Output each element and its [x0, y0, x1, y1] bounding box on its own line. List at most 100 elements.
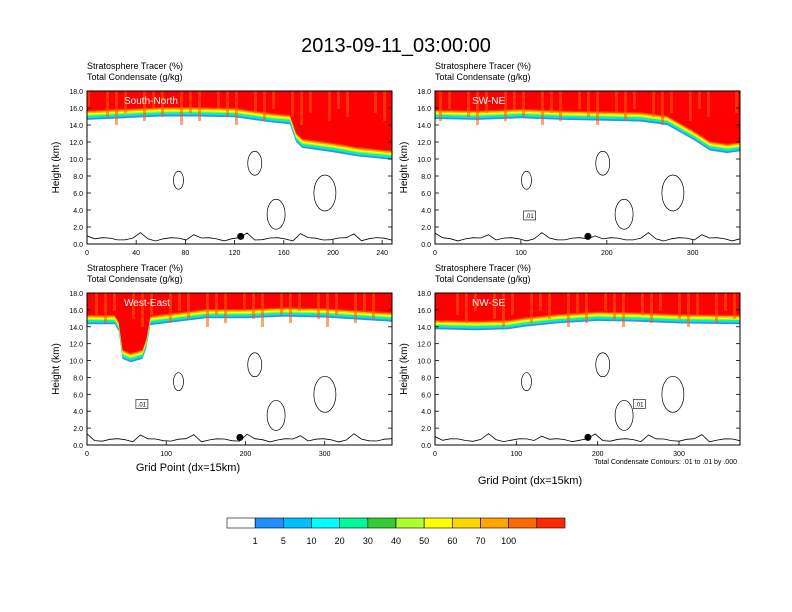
y-tick-label: 14.0	[417, 325, 431, 332]
tracer-streak	[696, 293, 699, 315]
panel-title: SW-NE	[472, 96, 505, 107]
tracer-streak	[335, 293, 338, 315]
tracer-streak	[372, 293, 375, 319]
x-tick-label: 100	[515, 250, 527, 257]
x-tick-label: 300	[673, 451, 685, 458]
y-axis-label: Height (km)	[399, 343, 410, 395]
x-tick-label: 0	[85, 451, 89, 458]
plot-frame	[434, 292, 741, 446]
contour-label-box	[523, 210, 536, 221]
tracer-streak	[309, 91, 312, 113]
condensate-contour	[313, 375, 337, 413]
tracer-streak	[317, 293, 320, 319]
x-tick-label: 240	[376, 250, 388, 257]
tracer-streak	[541, 91, 544, 125]
y-tick-label: 8.0	[421, 375, 431, 382]
tracer-streak	[641, 293, 644, 315]
y-tick-label: 18.0	[417, 89, 431, 96]
tracer-streak	[735, 91, 738, 113]
colorbar-segment	[311, 517, 340, 529]
tracer-streak	[465, 293, 468, 323]
tracer-streak	[187, 293, 190, 319]
contour-label: .01	[635, 402, 644, 408]
y-tick-label: 18.0	[69, 291, 83, 298]
colorbar-segment	[254, 517, 284, 529]
x-tick-label: 300	[319, 451, 331, 458]
contour-note: Total Condensate Contours: .01 to .01 by…	[594, 459, 737, 466]
x-tick-label: 0	[433, 451, 437, 458]
tracer-streak	[622, 293, 625, 327]
tracer-streak	[596, 91, 599, 125]
colorbar-segment	[452, 517, 481, 529]
tracer-streak	[198, 91, 201, 121]
y-tick-label: 4.0	[73, 208, 83, 215]
tracer-streak	[707, 91, 710, 117]
tracer-streak	[95, 293, 98, 315]
condensate-contour	[521, 170, 532, 190]
y-tick-label: 10.0	[69, 359, 83, 366]
y-axis-label: Height (km)	[51, 343, 62, 395]
y-tick-label: 18.0	[69, 89, 83, 96]
field-label: Stratosphere Tracer (%)	[435, 263, 531, 273]
tracer-streak	[698, 91, 701, 109]
tracer-streak	[104, 293, 107, 323]
tracer-streak	[328, 91, 331, 121]
condensate-contour	[247, 352, 263, 378]
colorbar-segment	[423, 517, 453, 529]
y-tick-label: 4.0	[421, 208, 431, 215]
tracer-streak	[374, 91, 377, 113]
tracer-streak	[291, 91, 294, 117]
tracer-streak	[615, 91, 618, 113]
tracer-streak	[530, 293, 533, 323]
tracer-streak	[141, 293, 144, 327]
contour-label: .01	[138, 402, 147, 408]
y-tick-label: 18.0	[417, 291, 431, 298]
tracer-streak	[448, 91, 451, 109]
plot-area	[87, 293, 392, 443]
x-axis-label-left: Grid Point (dx=15km)	[136, 462, 240, 474]
x-tick-label: 80	[181, 250, 189, 257]
tracer-streak	[539, 293, 542, 311]
tracer-streak	[152, 91, 155, 109]
y-tick-label: 6.0	[421, 392, 431, 399]
tracer-streak	[289, 293, 292, 323]
y-tick-label: 8.0	[421, 174, 431, 181]
condensate-contour	[173, 372, 184, 392]
tracer-streak	[150, 293, 153, 315]
y-tick-label: 4.0	[421, 409, 431, 416]
tracer-streak	[363, 293, 366, 311]
tracer-band-7	[87, 293, 392, 353]
contour-label: .01	[525, 214, 534, 220]
tracer-streak	[511, 293, 514, 315]
y-axis-label: Height (km)	[399, 142, 410, 194]
tracer-streak	[326, 293, 329, 327]
y-tick-label: 10.0	[69, 157, 83, 164]
tracer-streak	[652, 91, 655, 117]
y-tick-label: 10.0	[417, 157, 431, 164]
tracer-streak	[115, 91, 118, 125]
panel-title: South-North	[124, 96, 178, 107]
panel-nw-se: Stratosphere Tracer (%)Total Condensate …	[399, 263, 741, 458]
tracer-streak	[585, 293, 588, 323]
tracer-streak	[300, 91, 303, 125]
figure-title: 2013-09-11_03:00:00	[301, 35, 491, 57]
colorbar-segment	[536, 517, 566, 529]
tracer-streak	[513, 91, 516, 109]
tracer-streak	[178, 293, 181, 311]
panel-west-east: Stratosphere Tracer (%)Total Condensate …	[51, 263, 393, 458]
plot-frame	[434, 90, 741, 245]
y-tick-label: 8.0	[73, 174, 83, 181]
y-tick-label: 14.0	[69, 325, 83, 332]
tracer-streak	[124, 91, 127, 113]
y-tick-label: 14.0	[417, 123, 431, 130]
x-tick-label: 200	[327, 250, 339, 257]
tracer-streak	[161, 91, 164, 117]
tracer-streak	[383, 91, 386, 121]
tracer-streak	[439, 91, 442, 121]
plot-area	[435, 293, 740, 443]
tracer-streak	[587, 91, 590, 117]
colorbar-label: 40	[391, 536, 401, 546]
x-axis-label-right: Grid Point (dx=15km)	[478, 475, 582, 487]
tracer-streak	[733, 293, 736, 319]
